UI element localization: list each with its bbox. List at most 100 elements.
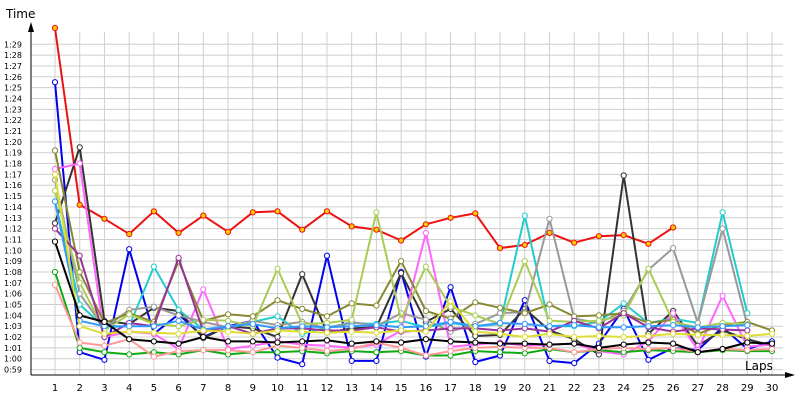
x-tick-label: 12 <box>321 383 334 394</box>
data-point <box>595 324 603 331</box>
data-point <box>744 327 751 334</box>
data-point <box>101 356 108 363</box>
data-point <box>101 349 108 356</box>
series-line <box>54 82 773 366</box>
series-line <box>54 150 773 335</box>
data-point <box>175 312 182 319</box>
data-point <box>175 323 182 330</box>
data-point <box>51 225 59 232</box>
data-point <box>51 147 59 154</box>
data-point <box>373 226 380 233</box>
y-tick-label: 1:11 <box>4 235 22 244</box>
data-point <box>719 331 726 338</box>
data-point <box>150 303 157 310</box>
data-point <box>645 265 652 272</box>
data-point <box>299 226 306 233</box>
x-tick-label: 13 <box>345 383 358 394</box>
data-point <box>76 301 83 308</box>
data-point <box>398 339 405 346</box>
data-point <box>348 300 355 307</box>
data-point <box>200 316 207 323</box>
data-point <box>150 263 157 270</box>
data-point <box>274 208 281 215</box>
data-point <box>670 310 677 317</box>
x-axis-title: Laps <box>745 359 773 373</box>
y-tick-label: 1:08 <box>4 268 22 277</box>
data-point <box>546 215 553 222</box>
data-point <box>546 341 553 348</box>
data-point <box>422 221 429 228</box>
data-point <box>51 24 59 32</box>
data-point <box>521 320 528 328</box>
data-point <box>348 328 355 335</box>
data-point <box>225 323 232 330</box>
data-point <box>398 237 405 244</box>
data-point <box>744 322 751 329</box>
data-point <box>126 336 133 343</box>
x-tick-label: 26 <box>667 383 680 394</box>
data-point <box>175 254 182 261</box>
data-point <box>373 302 380 309</box>
data-point <box>101 330 108 337</box>
data-point <box>299 338 306 345</box>
y-tick-label: 1:05 <box>4 301 22 310</box>
x-axis-arrow <box>785 372 795 378</box>
data-point <box>447 298 454 305</box>
y-tick-label: 1:21 <box>4 127 22 136</box>
data-point <box>274 327 281 334</box>
data-point <box>225 228 232 235</box>
data-point <box>373 322 380 329</box>
x-tick-label: 21 <box>543 383 556 394</box>
data-point <box>51 220 59 227</box>
data-point <box>150 208 157 215</box>
data-point <box>76 312 83 319</box>
data-point <box>126 246 133 253</box>
data-point <box>175 330 182 337</box>
data-point <box>447 338 454 345</box>
y-tick-label: 1:12 <box>4 225 22 234</box>
x-tick-label: 25 <box>642 383 655 394</box>
data-point <box>422 307 429 315</box>
data-point <box>571 340 578 347</box>
y-tick-label: 1:25 <box>4 84 22 93</box>
data-point <box>299 328 306 335</box>
data-point <box>645 332 652 340</box>
data-point <box>348 340 355 347</box>
data-point <box>175 348 182 355</box>
data-point <box>51 171 59 178</box>
data-point <box>249 320 256 328</box>
x-tick-label: 16 <box>419 383 432 394</box>
data-point <box>51 268 59 276</box>
data-point <box>274 339 281 346</box>
x-tick-label: 22 <box>568 383 581 394</box>
data-point <box>472 339 479 346</box>
data-point <box>274 354 281 361</box>
data-point <box>51 79 59 86</box>
data-point <box>348 345 355 353</box>
axes: 0:59 1:00 1:01 1:02 1:03 1:041:05 1:06 1:07 1:08… <box>4 22 795 394</box>
data-point <box>126 351 133 358</box>
y-tick-label: 1:01 <box>4 344 22 353</box>
data-point <box>51 198 59 205</box>
data-point <box>76 339 83 346</box>
data-point <box>422 229 429 236</box>
data-point <box>670 224 677 231</box>
series-14 <box>51 238 776 356</box>
x-tick-label: 14 <box>370 383 383 394</box>
data-point <box>323 337 331 344</box>
y-tick-label: 1:19 <box>4 149 22 158</box>
data-point <box>422 328 429 335</box>
data-point <box>299 271 306 278</box>
series-line <box>54 271 772 357</box>
data-point <box>398 327 405 334</box>
data-point <box>274 265 281 272</box>
data-point <box>645 356 652 363</box>
y-tick-label: 1:09 <box>4 257 22 266</box>
data-point <box>373 349 380 356</box>
data-point <box>225 347 232 354</box>
data-point <box>299 361 306 368</box>
data-point <box>546 229 553 236</box>
data-point <box>323 208 331 215</box>
data-point <box>249 330 256 337</box>
